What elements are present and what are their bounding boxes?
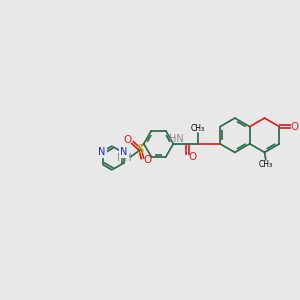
Text: O: O — [123, 135, 132, 145]
Text: S: S — [136, 143, 144, 156]
Text: O: O — [188, 152, 196, 162]
Text: O: O — [144, 155, 152, 165]
Text: N: N — [120, 147, 128, 157]
Text: CH₃: CH₃ — [259, 160, 273, 169]
Text: N: N — [98, 147, 106, 157]
Text: HN: HN — [169, 134, 184, 144]
Text: O: O — [291, 122, 299, 132]
Text: NH: NH — [118, 153, 132, 163]
Text: CH₃: CH₃ — [191, 124, 205, 133]
